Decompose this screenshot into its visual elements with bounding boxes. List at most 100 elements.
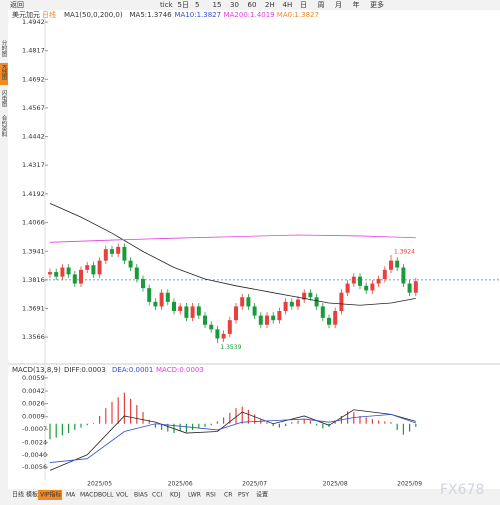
toolbar-item[interactable]: 年 [353,0,360,9]
toolbar-item[interactable]: 60 [248,1,257,9]
candle-body [227,320,232,334]
y-tick-label: 1.4192 [22,190,45,198]
toolbar-item[interactable]: 日 [300,1,307,9]
bottom-tab[interactable]: BIAS [134,492,148,499]
date-label: 2025/09 [397,481,422,488]
candle-body [345,283,350,293]
candle-body [209,324,214,330]
y-tick-label: 1.4317 [22,161,45,169]
candle-body [60,267,65,277]
date-label: 2025/06 [168,481,193,488]
macd-line [49,413,416,463]
candle-body [395,260,400,268]
candle-body [358,276,362,286]
y-tick-label: 1.4817 [22,47,45,55]
candle-body [413,281,418,293]
candle-body [147,288,152,302]
bottom-tab[interactable]: CR [224,492,232,499]
toolbar-item[interactable]: tick [160,1,174,9]
candle-body [159,292,164,307]
low-label: 1.3539 [220,344,241,351]
bottom-tab[interactable]: VOL [116,492,129,499]
candle-body [79,269,83,284]
y-tick-label: 0.0009 [22,413,45,421]
period: 日线 [42,10,56,19]
toolbar-item[interactable]: 4H [283,1,293,9]
legend-item: MA10:1.3827 [175,11,222,19]
macd-line [49,409,416,471]
candle-body [407,283,412,293]
toolbar-bg [0,0,500,10]
candle-body [302,292,307,300]
back-button[interactable]: 返回 [10,1,24,9]
bottom-tab[interactable]: MA [66,492,76,499]
ma-line [49,203,416,306]
candle-body [283,301,288,312]
candle-body [72,274,77,284]
side-tab[interactable]: K线图 [1,65,8,81]
toolbar-item[interactable]: 周 [318,1,325,9]
legend-item: MACD:0.0003 [156,366,204,374]
toolbar-item[interactable]: 更多 [370,0,384,9]
candle-body [203,315,207,325]
y-tick-label: -0.0024 [22,438,47,446]
y-tick-label: 1.3691 [22,304,45,312]
y-tick-label: 0.0042 [22,387,45,395]
toolbar-item[interactable]: 5 [195,1,199,9]
side-tab[interactable]: 合约资料 [1,114,8,139]
symbol: 美元加元 [12,10,40,19]
legend-item: MA1(50,0,200,0) [64,11,123,19]
candle-body [271,315,276,321]
candle-body [190,306,195,318]
bottom-tab[interactable]: MACD [80,492,98,499]
candle-body [66,267,71,275]
candle-body [178,306,183,312]
bottom-tab[interactable]: KDJ [170,492,181,499]
candle-body [184,306,189,318]
toolbar-item[interactable]: 15 [213,1,222,9]
candle-body [314,297,319,307]
candle-body [320,306,325,318]
candle-body [134,267,139,279]
toolbar-item[interactable]: 2H [265,1,275,9]
bottom-tab[interactable]: RSI [206,492,216,499]
candle-body [389,260,393,270]
candle-body [333,311,338,325]
candle-body [128,260,133,268]
bottom-tab[interactable]: CCI [152,492,162,499]
toolbar-item[interactable]: 5日 [178,1,189,9]
candle-body [110,249,114,254]
toolbar-item[interactable]: 月 [335,1,342,9]
bottom-tab[interactable]: 日线 [12,491,24,499]
candle-body [240,297,245,307]
bottom-tab-active [38,490,62,500]
y-tick-label: 1.3816 [22,276,45,284]
side-tab[interactable]: 闪电图 [1,89,8,108]
candle-body [364,285,369,291]
toolbar-item[interactable]: 30 [230,1,239,9]
candle-body [327,317,331,325]
candle-body [370,283,375,291]
y-tick-label: 0.0026 [22,400,45,408]
candle-body [48,272,52,275]
candle-body [258,315,263,325]
candle-body [376,278,381,284]
y-tick-label: 1.3566 [22,333,45,341]
legend-item: DIFF:0.0003 [64,366,106,374]
side-tab[interactable]: 分时图 [1,39,8,58]
date-label: 2025/07 [242,481,267,488]
bottom-tab[interactable]: PSY [238,492,249,499]
side-bg [0,10,8,490]
candle-body [277,311,282,321]
bottom-tab[interactable]: LWR [188,492,201,499]
bottom-tab[interactable]: BOLL [98,492,114,499]
candle-body [141,278,145,289]
bottom-tab[interactable]: 设置 [256,491,268,499]
candle-body [196,306,201,316]
bottom-tab[interactable]: 模板 [26,491,38,499]
side-tab-active [0,63,8,85]
candle-body [289,301,294,307]
bottom-tab[interactable]: VIP指标 [40,491,62,499]
candle-body [221,333,226,339]
y-tick-label: 0.0059 [22,374,45,382]
